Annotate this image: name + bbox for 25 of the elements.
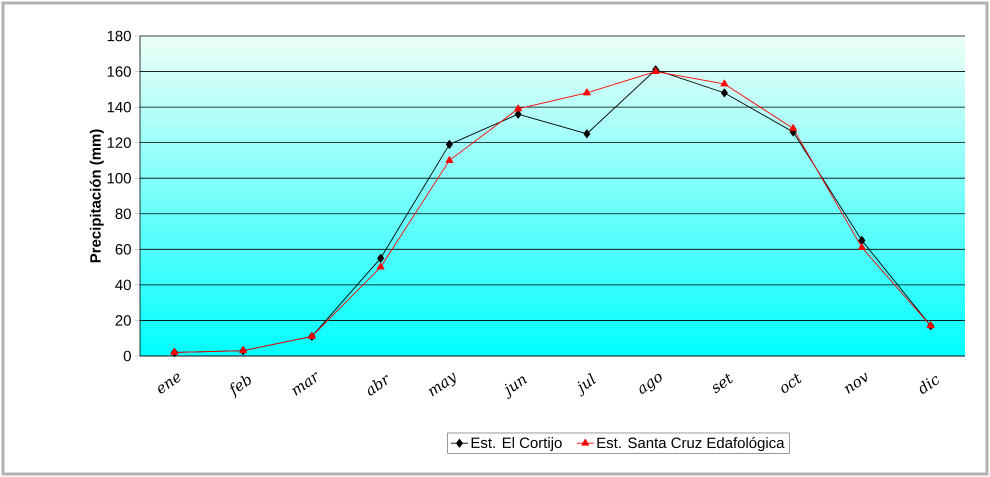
x-tick-label: dic <box>920 376 939 394</box>
y-tick-label: 100 <box>108 172 131 184</box>
x-tick-label: feb <box>230 376 251 399</box>
y-tick-label: 60 <box>116 244 131 255</box>
x-tick-label: abr <box>368 374 388 396</box>
y-tick-label: 80 <box>116 208 131 220</box>
x-tick-label: oct <box>781 374 802 393</box>
x-tick-label: jun <box>504 376 528 400</box>
x-tick-label: ene <box>158 374 180 394</box>
x-tick-label: ago <box>640 374 662 394</box>
x-tick-label: set <box>712 374 733 394</box>
y-tick-label: 180 <box>108 30 131 42</box>
legend-label: Est. El Cortijo <box>472 437 562 451</box>
x-tick-label: mar <box>292 372 318 396</box>
y-axis-title: Precipitación (mm) <box>90 129 104 262</box>
x-tick-label: may <box>428 372 456 396</box>
y-tick-label: 40 <box>115 280 131 290</box>
y-tick-label: 160 <box>108 66 131 77</box>
legend-label: Est. Santa Cruz Edafológica <box>597 436 784 452</box>
x-tick-label: nov <box>844 372 867 394</box>
y-tick-label: 0 <box>124 350 131 362</box>
y-tick-label: 120 <box>108 137 131 148</box>
x-tick-label: jul <box>578 372 596 397</box>
y-tick-label: 20 <box>116 315 131 326</box>
y-tick-label: 140 <box>108 102 131 112</box>
